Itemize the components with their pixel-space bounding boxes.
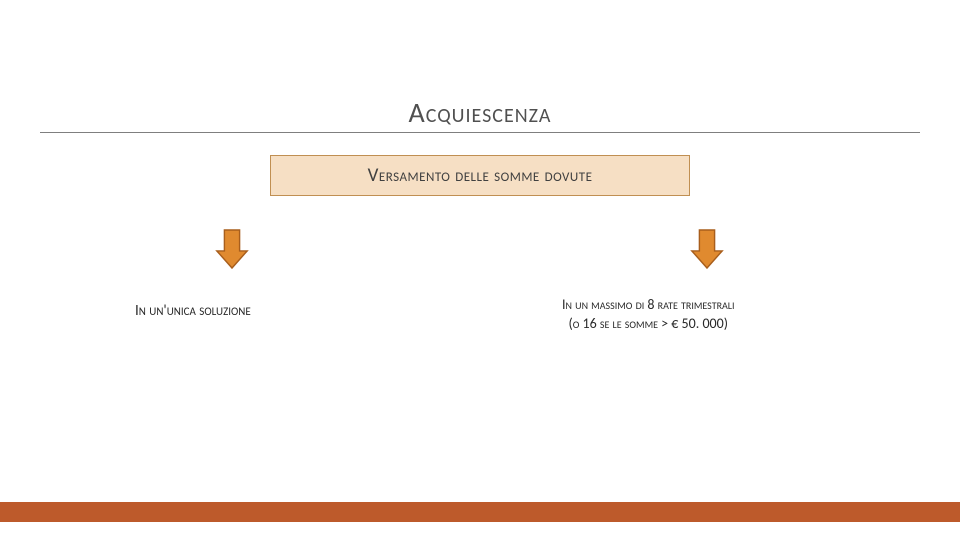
option-right: In un massimo di 8 rate trimestrali (o 1… [562, 296, 735, 334]
subtitle-text: Versamento delle somme dovute [368, 164, 593, 187]
arrow-down-icon [688, 228, 726, 270]
subtitle-box: Versamento delle somme dovute [270, 155, 690, 196]
title-container: Acquiescenza [40, 95, 920, 133]
option-left: In un'unica soluzione [135, 302, 251, 320]
option-right-line1: In un massimo di 8 rate trimestrali [562, 296, 735, 313]
page-title: Acquiescenza [409, 95, 552, 130]
arrow-down-icon [213, 228, 251, 270]
option-right-line2: (o 16 se le somme > € 50. 000) [569, 315, 728, 332]
option-left-text: In un'unica soluzione [135, 302, 251, 320]
bottom-accent-bar [0, 502, 960, 522]
